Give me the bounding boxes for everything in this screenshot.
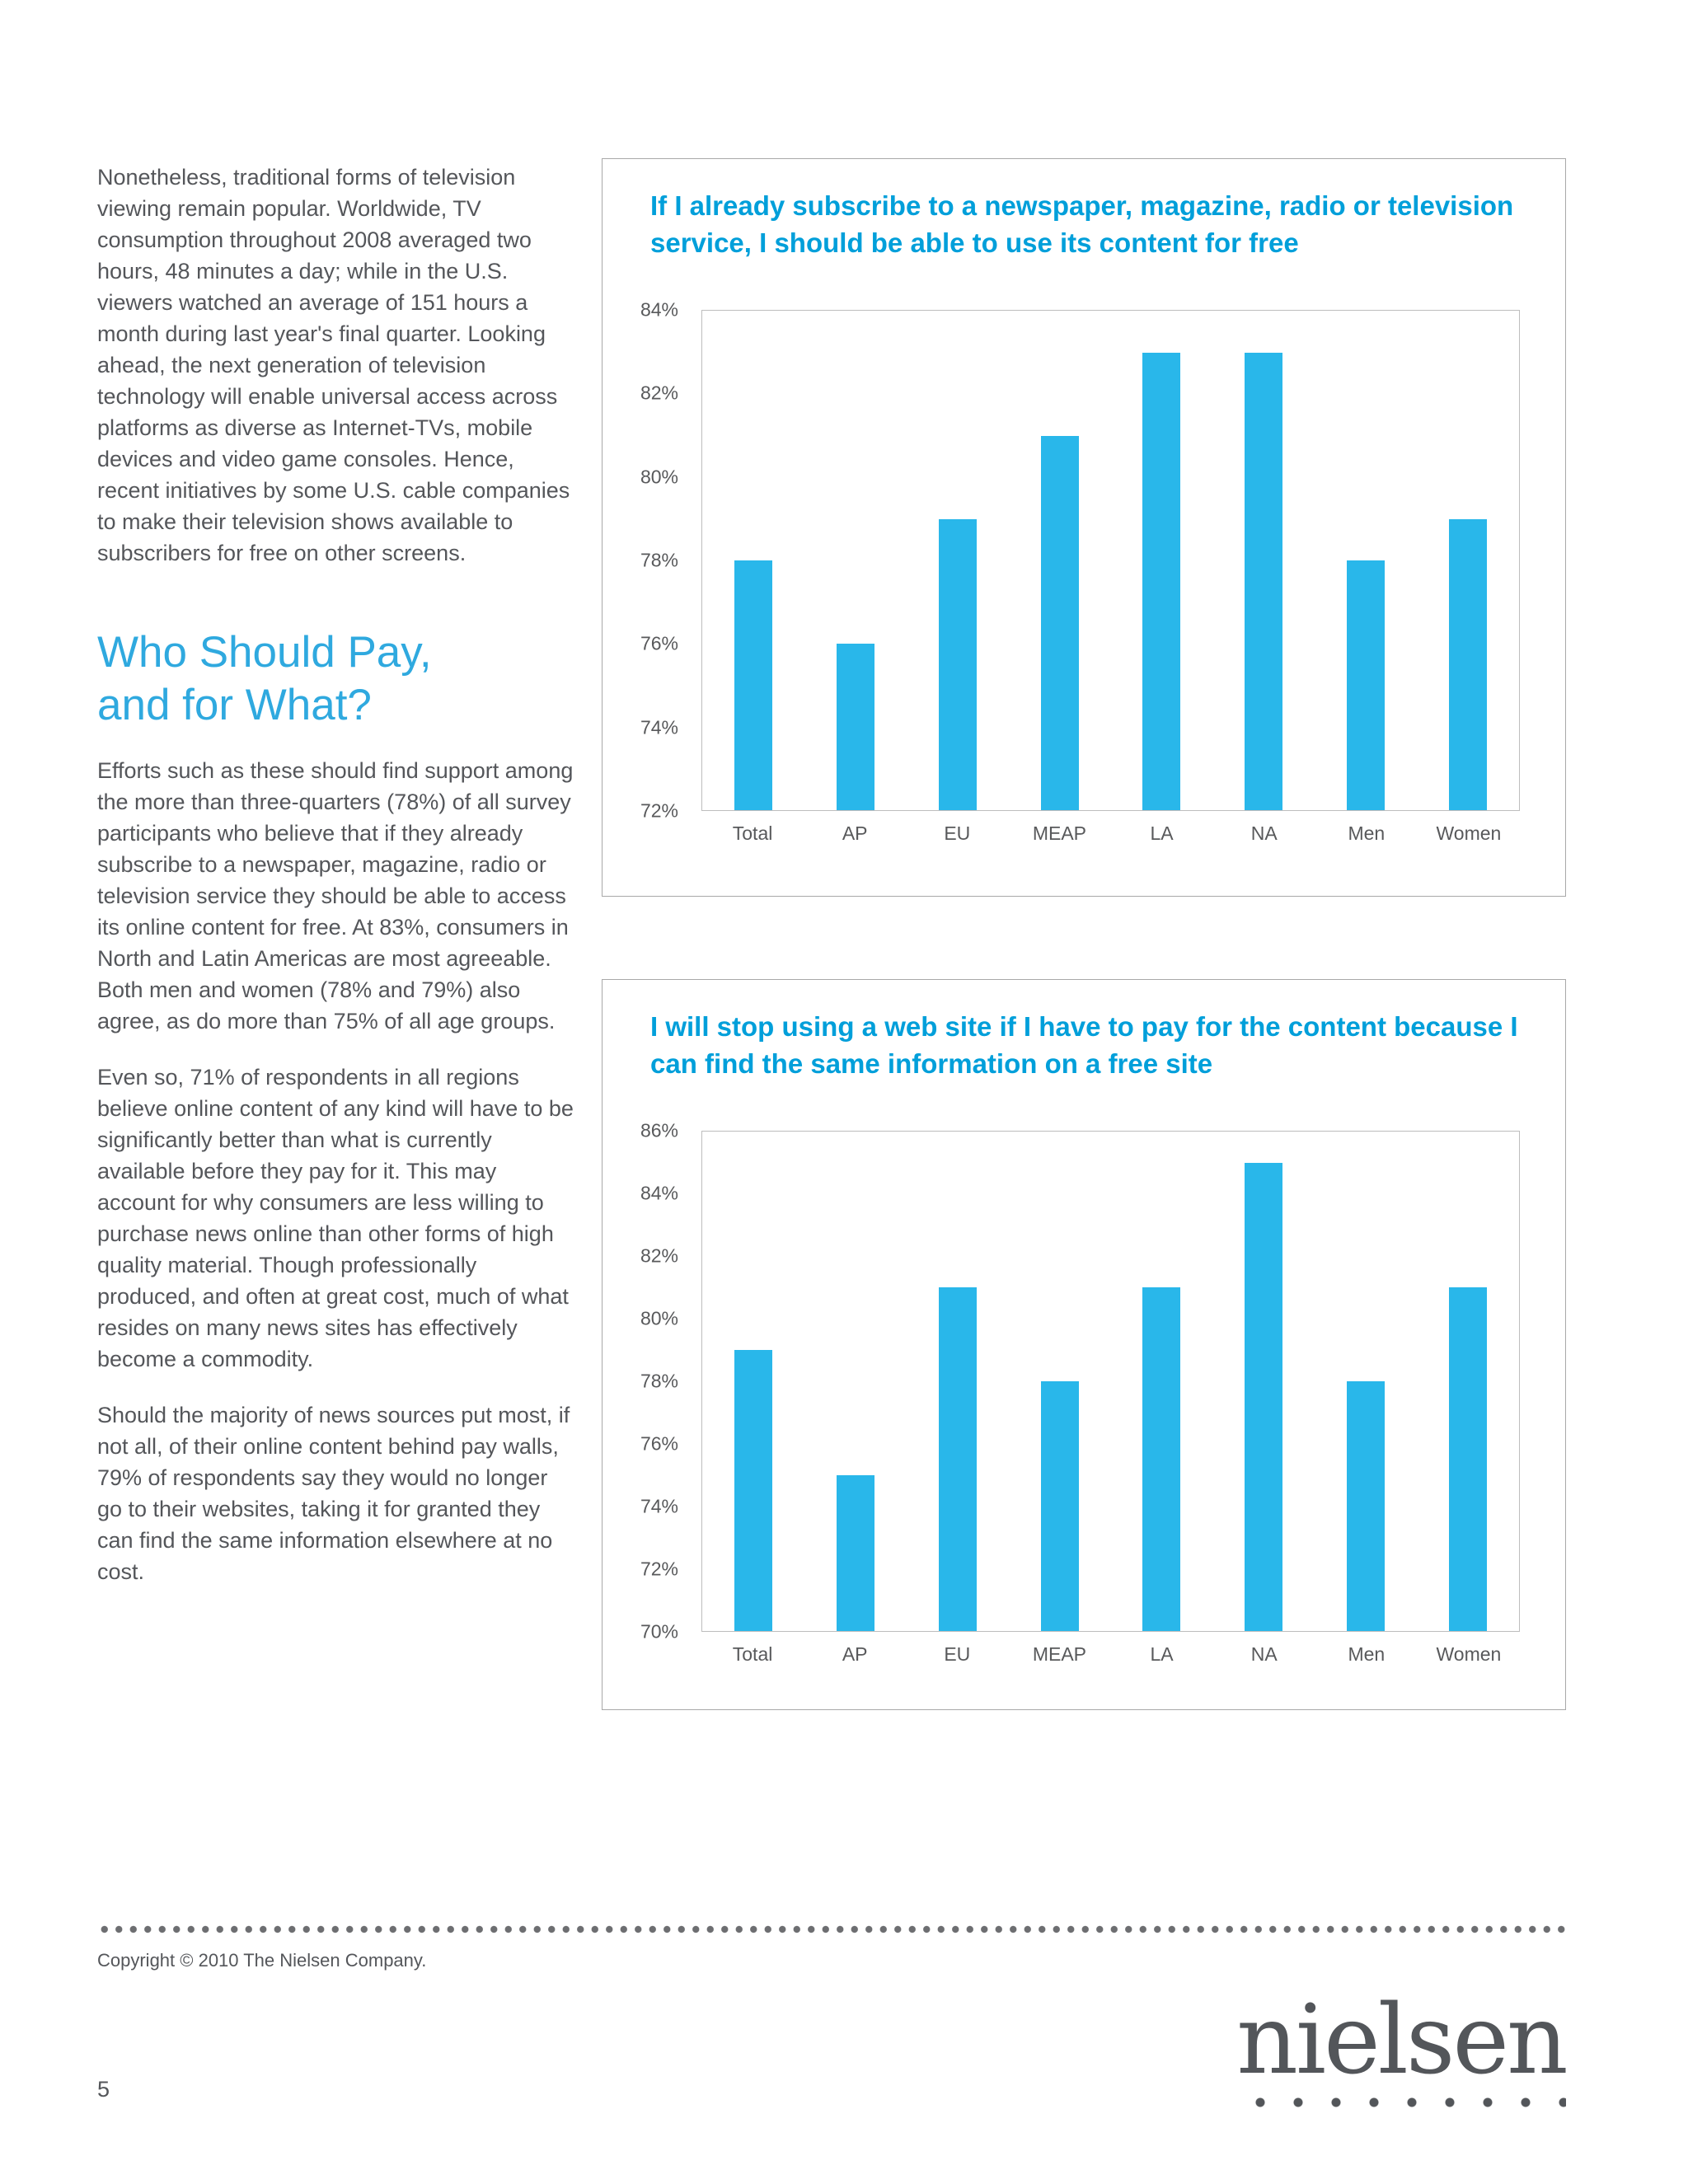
bar bbox=[938, 1287, 977, 1631]
bar-column bbox=[1009, 1132, 1111, 1631]
chart-title: If I already subscribe to a newspaper, m… bbox=[650, 190, 1514, 258]
body-paragraph: Even so, 71% of respondents in all regio… bbox=[97, 1065, 574, 1371]
bar-series bbox=[702, 1132, 1519, 1631]
y-axis-tick-label: 76% bbox=[640, 1432, 678, 1455]
y-axis-tick-label: 86% bbox=[640, 1119, 678, 1141]
x-axis-label: Women bbox=[1436, 823, 1502, 844]
x-axis-label: AP bbox=[842, 1643, 868, 1665]
bar-series bbox=[702, 311, 1519, 810]
bar-column bbox=[1417, 1132, 1519, 1631]
bar bbox=[1040, 1381, 1079, 1631]
y-axis-tick-label: 84% bbox=[640, 298, 678, 321]
bar bbox=[1347, 560, 1386, 810]
copyright-text: Copyright © 2010 The Nielsen Company. bbox=[97, 1950, 427, 1971]
bar-column bbox=[1315, 311, 1417, 810]
bar-column bbox=[1315, 1132, 1417, 1631]
x-axis-label: NA bbox=[1250, 1643, 1278, 1665]
left-text-column: Nonetheless, traditional forms of televi… bbox=[97, 162, 574, 1612]
x-axis-label: Total bbox=[732, 1643, 773, 1665]
x-axis: Total AP EU MEAP LA NA Men Women bbox=[701, 823, 1520, 845]
bar-column bbox=[804, 1132, 907, 1631]
nielsen-logo: nielsen bbox=[1236, 1985, 1568, 2108]
bar bbox=[836, 1474, 874, 1631]
y-axis-tick-label: 74% bbox=[640, 716, 678, 738]
x-axis-label: Total bbox=[732, 823, 773, 844]
x-axis-label: AP bbox=[842, 823, 868, 844]
bar-column bbox=[1212, 311, 1315, 810]
bar bbox=[1040, 435, 1079, 810]
x-axis-label: Women bbox=[1436, 1643, 1502, 1665]
bar-column bbox=[1111, 1132, 1213, 1631]
intro-paragraph: Nonetheless, traditional forms of televi… bbox=[97, 165, 570, 565]
body-paragraph: Efforts such as these should find suppor… bbox=[97, 758, 574, 1033]
x-axis-label: MEAP bbox=[1032, 1643, 1087, 1665]
bar bbox=[1142, 1287, 1181, 1631]
bar-column bbox=[1212, 1132, 1315, 1631]
y-axis-tick-label: 72% bbox=[640, 1558, 678, 1580]
y-axis-tick-label: 84% bbox=[640, 1182, 678, 1204]
bar-column bbox=[907, 1132, 1009, 1631]
y-axis-tick-label: 80% bbox=[640, 1307, 678, 1329]
page-number: 5 bbox=[97, 2077, 110, 2102]
bar-column bbox=[1417, 311, 1519, 810]
bar-column bbox=[1009, 311, 1111, 810]
y-axis-tick-label: 70% bbox=[640, 1620, 678, 1643]
section-heading-line2: and for What? bbox=[97, 681, 372, 729]
x-axis-label: LA bbox=[1150, 823, 1174, 844]
bar bbox=[734, 560, 772, 810]
bar-column bbox=[907, 311, 1009, 810]
bar bbox=[836, 644, 874, 810]
chart-stop-using-paid-site: I will stop using a web site if I have t… bbox=[602, 979, 1566, 1710]
y-axis-tick-label: 74% bbox=[640, 1495, 678, 1517]
nielsen-logo-dots bbox=[1236, 2097, 1566, 2108]
y-axis-tick-label: 82% bbox=[640, 1244, 678, 1267]
chart-subscribe-content-free: If I already subscribe to a newspaper, m… bbox=[602, 158, 1566, 897]
x-axis-label: Men bbox=[1348, 1643, 1386, 1665]
y-axis: 84% 82% 80% 78% 76% 74% 72% bbox=[603, 299, 690, 822]
section-heading: Who Should Pay, and for What? bbox=[97, 626, 574, 732]
plot-area bbox=[701, 1131, 1520, 1632]
body-paragraph: Should the majority of news sources put … bbox=[97, 1403, 570, 1584]
bar-column bbox=[702, 1132, 804, 1631]
y-axis-tick-label: 80% bbox=[640, 466, 678, 488]
bar bbox=[1245, 352, 1283, 810]
bar bbox=[1449, 518, 1488, 810]
bar bbox=[734, 1350, 772, 1631]
bar bbox=[938, 518, 977, 810]
x-axis-label: MEAP bbox=[1032, 823, 1087, 844]
x-axis-label: NA bbox=[1250, 823, 1278, 844]
y-axis-tick-label: 78% bbox=[640, 549, 678, 571]
x-axis: Total AP EU MEAP LA NA Men Women bbox=[701, 1643, 1520, 1666]
plot-area bbox=[701, 310, 1520, 811]
x-axis-label: EU bbox=[944, 823, 971, 844]
chart-title: I will stop using a web site if I have t… bbox=[650, 1011, 1518, 1079]
bar bbox=[1245, 1162, 1283, 1631]
y-axis-tick-label: 72% bbox=[640, 799, 678, 822]
bar-column bbox=[702, 311, 804, 810]
bar bbox=[1142, 352, 1181, 810]
x-axis-label: EU bbox=[944, 1643, 971, 1665]
bar-column bbox=[1111, 311, 1213, 810]
y-axis-tick-label: 78% bbox=[640, 1370, 678, 1392]
x-axis-label: Men bbox=[1348, 823, 1386, 844]
y-axis-tick-label: 82% bbox=[640, 382, 678, 404]
x-axis-label: LA bbox=[1150, 1643, 1174, 1665]
bar bbox=[1347, 1381, 1386, 1631]
bar bbox=[1449, 1287, 1488, 1631]
nielsen-wordmark: nielsen bbox=[1236, 1985, 1568, 2096]
y-axis: 86% 84% 82% 80% 78% 76% 74% 72% 70% bbox=[603, 1120, 690, 1643]
dotted-separator bbox=[97, 1925, 1566, 1933]
bar-column bbox=[804, 311, 907, 810]
section-heading-line1: Who Should Pay, bbox=[97, 628, 432, 677]
y-axis-tick-label: 76% bbox=[640, 632, 678, 654]
